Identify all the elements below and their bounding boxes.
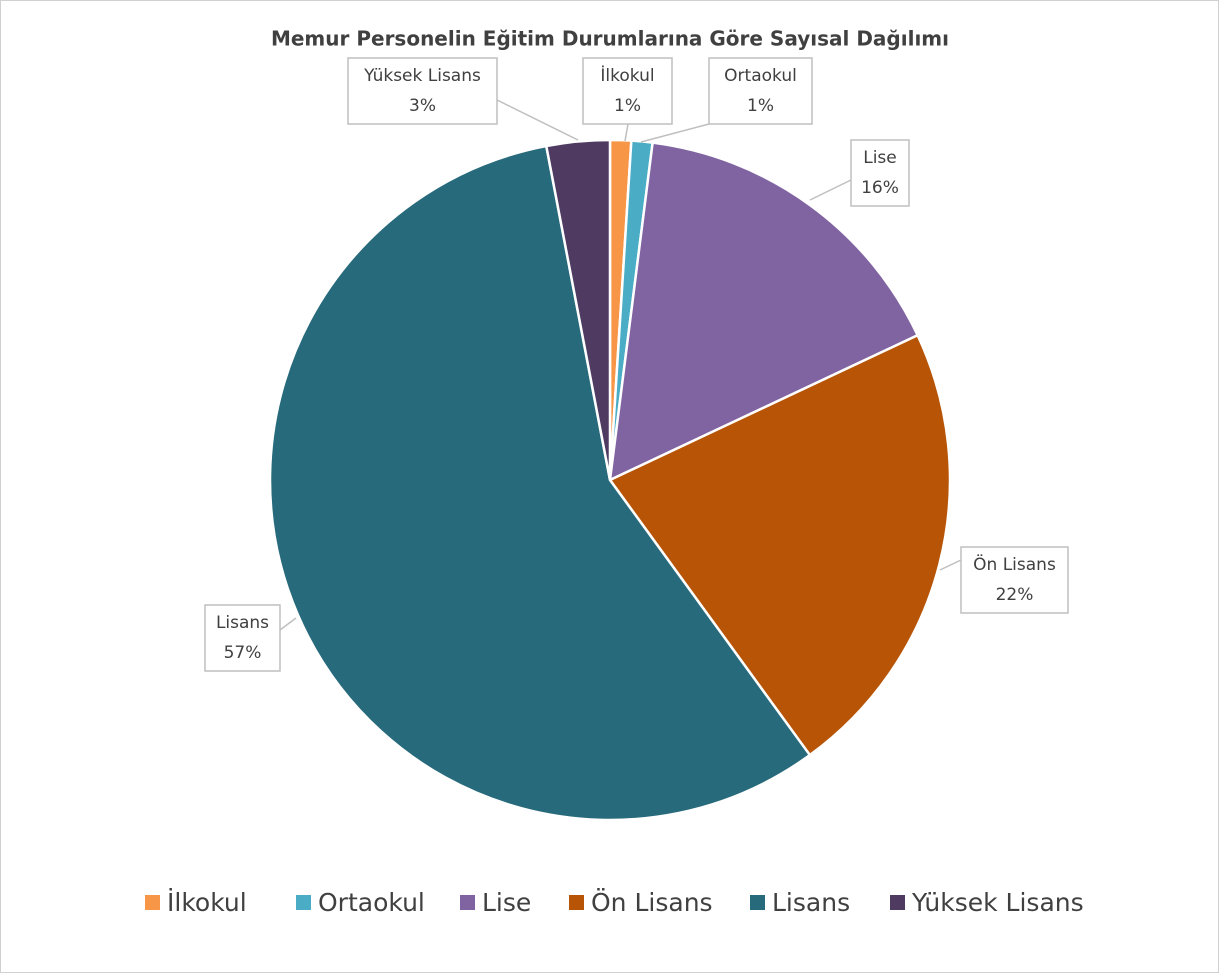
data-label-name: Lisans [216, 613, 269, 633]
data-label-value: 1% [614, 96, 641, 116]
data-label-name: Ön Lisans [973, 553, 1056, 575]
legend-swatch [145, 895, 160, 910]
chart-title: Memur Personelin Eğitim Durumlarına Göre… [271, 27, 949, 51]
leader-line [939, 559, 962, 571]
legend-label: Lisans [772, 888, 850, 917]
data-label-name: Yüksek Lisans [363, 66, 481, 86]
leader-line [809, 179, 852, 201]
data-label-name: Ortaokul [724, 66, 797, 86]
legend-label: İlkokul [167, 888, 247, 917]
data-label-name: İlkokul [600, 65, 654, 86]
leader-line [640, 123, 710, 143]
legend-swatch [750, 895, 765, 910]
leader-line [624, 123, 629, 142]
data-label-value: 16% [861, 178, 899, 198]
data-label-name: Lise [863, 148, 897, 168]
legend-swatch [296, 895, 311, 910]
label-box [347, 57, 498, 125]
pie-slice [544, 138, 612, 481]
label-box [850, 139, 910, 207]
label-box [582, 57, 673, 125]
legend-swatch [890, 895, 905, 910]
legend-swatch [569, 895, 584, 910]
leader-line [496, 99, 579, 141]
data-label-value: 57% [224, 643, 262, 663]
data-label-value: 3% [409, 96, 436, 116]
legend-label: Yüksek Lisans [911, 888, 1084, 917]
pie-slice [268, 144, 812, 822]
pie-slice [608, 333, 952, 757]
legend-label: Lise [482, 888, 531, 917]
label-box [708, 57, 813, 125]
label-box [204, 604, 281, 672]
leader-line [279, 617, 297, 631]
legend-swatch [460, 895, 475, 910]
data-label-value: 22% [996, 585, 1034, 605]
legend-label: Ortaokul [318, 888, 425, 917]
legend-label: Ön Lisans [591, 888, 713, 917]
data-label-value: 1% [747, 96, 774, 116]
pie-slice [608, 141, 920, 483]
label-box [960, 546, 1069, 614]
